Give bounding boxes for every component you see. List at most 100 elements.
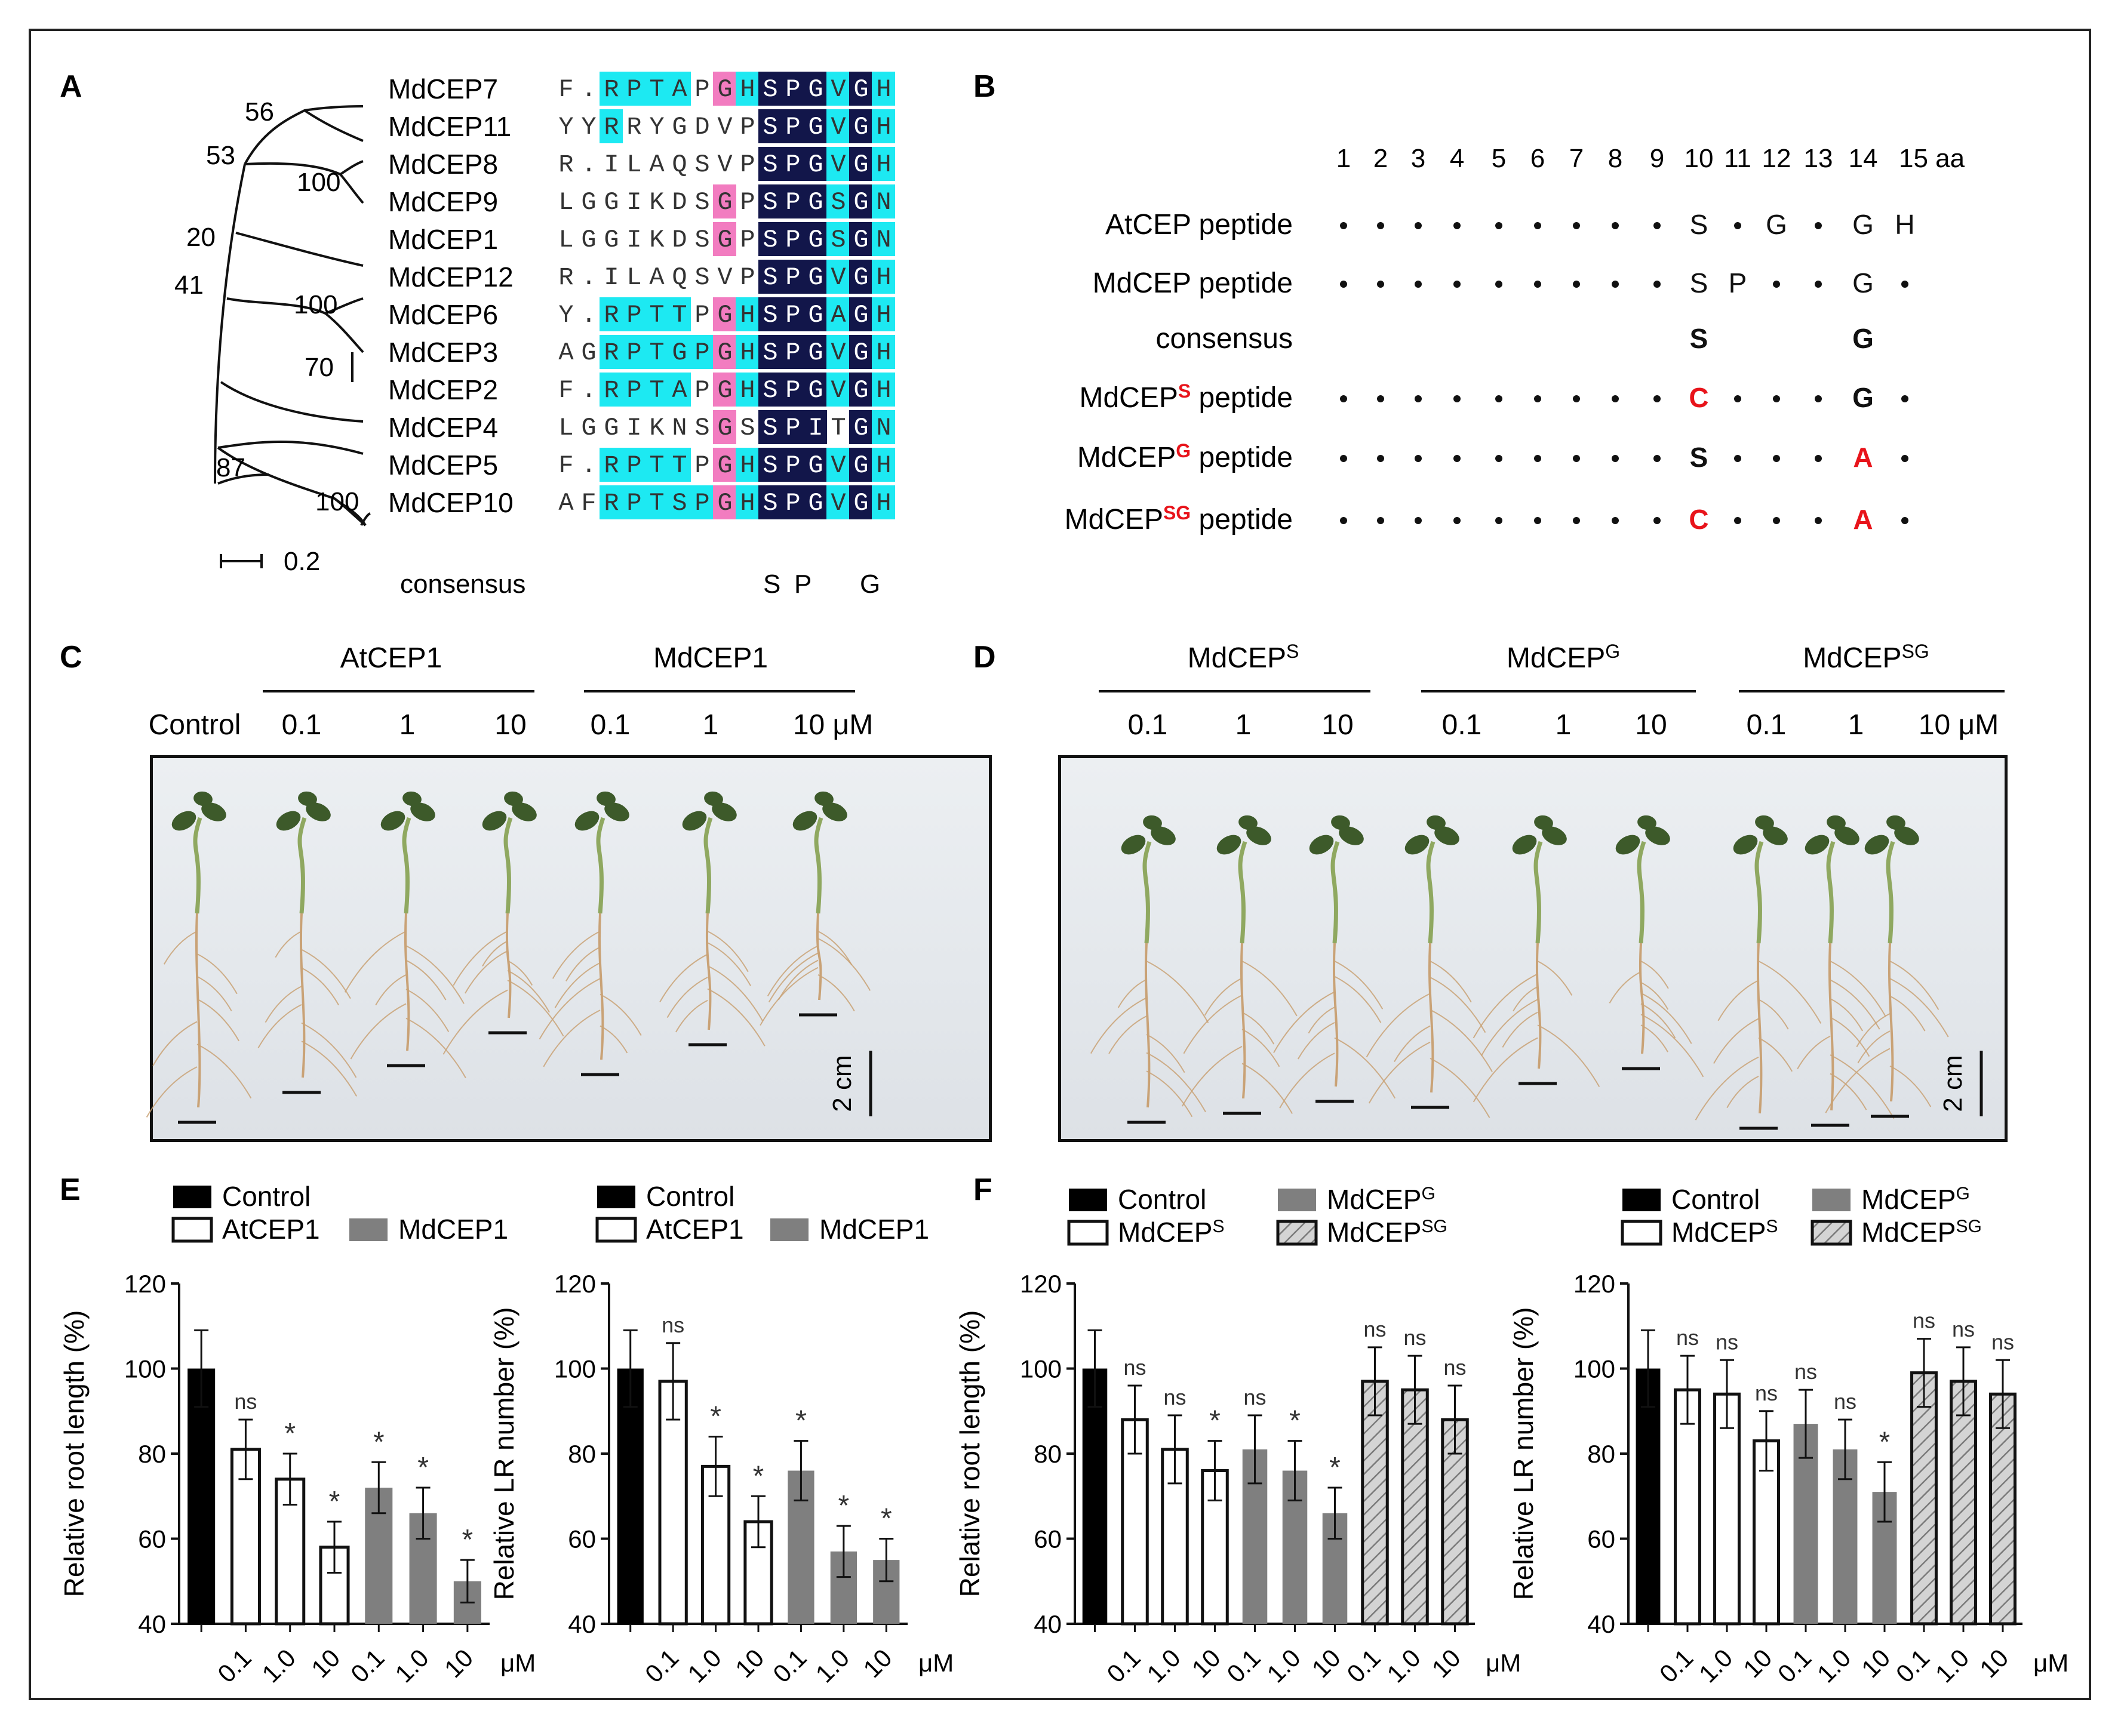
- residue-dot: [1534, 222, 1541, 229]
- residue: N: [876, 188, 891, 217]
- residue-letter: G: [1852, 382, 1874, 413]
- position-label: 3: [1411, 144, 1425, 173]
- legend-label: Control: [1671, 1184, 1760, 1215]
- position-label: 5: [1492, 144, 1506, 173]
- legend-swatch: [1278, 1189, 1316, 1211]
- residue: H: [876, 263, 891, 292]
- residue: G: [717, 301, 732, 330]
- residue: N: [876, 414, 891, 442]
- residue: P: [785, 414, 800, 442]
- residue-highlight: [622, 335, 646, 369]
- residue: L: [558, 226, 573, 254]
- y-tick-label: 100: [1020, 1355, 1062, 1383]
- x-tick-label: 1.0: [1812, 1643, 1856, 1688]
- unit-label: μM: [1486, 1649, 1521, 1677]
- sequence-name: MdCEP3: [388, 337, 498, 368]
- residue-highlight: [781, 448, 804, 482]
- residue-highlight: [758, 485, 782, 519]
- residue-highlight: [804, 485, 827, 519]
- conc-label: 10 μM: [793, 709, 873, 741]
- residue: P: [785, 338, 800, 367]
- seedling: [1273, 815, 1396, 1109]
- residue-highlight: [622, 448, 646, 482]
- legend-swatch: [1811, 1220, 1852, 1246]
- residue: .: [581, 150, 596, 179]
- x-tick-label: 1.0: [1381, 1643, 1426, 1688]
- residue: A: [672, 376, 687, 405]
- significance-label: ns: [1913, 1309, 1935, 1333]
- y-tick-label: 60: [1034, 1525, 1062, 1553]
- consensus-label: consensus: [400, 570, 525, 599]
- panel-letter-d: D: [973, 640, 996, 675]
- significance-label: ns: [1834, 1389, 1856, 1414]
- figure-frame: [29, 29, 2091, 1700]
- residue: Y: [558, 113, 573, 141]
- residue-dot: [1653, 222, 1661, 229]
- residue-highlight: [758, 147, 782, 181]
- significance-label: *: [795, 1405, 807, 1437]
- residue-dot: [1453, 222, 1461, 229]
- residue: G: [581, 414, 596, 442]
- residue: R: [604, 75, 619, 104]
- residue-letter: C: [1689, 504, 1708, 535]
- y-tick-label: 60: [138, 1525, 166, 1553]
- residue: .: [581, 263, 596, 292]
- residue: S: [694, 226, 709, 254]
- residue: H: [876, 113, 891, 141]
- x-tick-label: 0.1: [767, 1643, 812, 1688]
- consensus-residue: G: [860, 570, 880, 599]
- seedling-photo-c: [150, 755, 992, 1142]
- y-axis-label: Relative LR number (%): [488, 1307, 520, 1600]
- position-label: 2: [1373, 144, 1388, 173]
- residue: G: [717, 338, 732, 367]
- residue: P: [626, 489, 641, 518]
- residue: P: [626, 451, 641, 480]
- residue-dot: [1573, 281, 1580, 288]
- residue-dot: [1340, 395, 1347, 402]
- residue-highlight: [758, 297, 782, 331]
- residue-highlight: [622, 485, 646, 519]
- significance-label: *: [1879, 1426, 1891, 1458]
- significance-label: *: [1209, 1405, 1221, 1437]
- residue: Q: [672, 263, 687, 292]
- residue: R: [604, 338, 619, 367]
- residue: P: [626, 338, 641, 367]
- residue-highlight: [713, 410, 736, 444]
- significance-label: ns: [1676, 1325, 1699, 1350]
- residue-highlight: [849, 297, 872, 331]
- residue: V: [831, 113, 846, 141]
- residue: G: [853, 489, 868, 518]
- residue: S: [763, 301, 777, 330]
- residue: G: [853, 188, 868, 217]
- residue-highlight: [804, 222, 827, 256]
- residue-dot: [1377, 281, 1384, 288]
- y-tick-label: 80: [568, 1440, 596, 1468]
- residue: G: [853, 414, 868, 442]
- bootstrap-value: 87: [216, 453, 245, 482]
- residue-highlight: [781, 297, 804, 331]
- residue-highlight: [645, 297, 668, 331]
- residue-dot: [1415, 281, 1422, 288]
- residue-highlight: [849, 72, 872, 106]
- panel-letter-e: E: [60, 1172, 81, 1207]
- scale-bar-label: 2 cm: [1938, 1055, 1968, 1112]
- residue-highlight: [826, 335, 850, 369]
- residue-highlight: [804, 410, 827, 444]
- conc-label: 0.1: [1128, 709, 1168, 741]
- residue-highlight: [872, 72, 895, 106]
- residue-dot: [1573, 455, 1580, 462]
- residue: P: [785, 150, 800, 179]
- residue: G: [853, 113, 868, 141]
- residue-highlight: [781, 260, 804, 294]
- conc-label: 10: [494, 709, 526, 741]
- residue: T: [649, 376, 664, 405]
- residue: G: [717, 489, 732, 518]
- chart-f-left: 40 60 80 100 120 Relative root length (%) ns 0.…: [954, 1184, 1521, 1688]
- bootstrap-value: 41: [174, 270, 204, 300]
- seedlings-c: [146, 791, 871, 1124]
- residue-highlight: [804, 184, 827, 218]
- residue: S: [763, 150, 777, 179]
- legend-label: Control: [1118, 1184, 1206, 1215]
- scale-bar-label: 0.2: [284, 547, 320, 576]
- residue-highlight: [645, 373, 668, 407]
